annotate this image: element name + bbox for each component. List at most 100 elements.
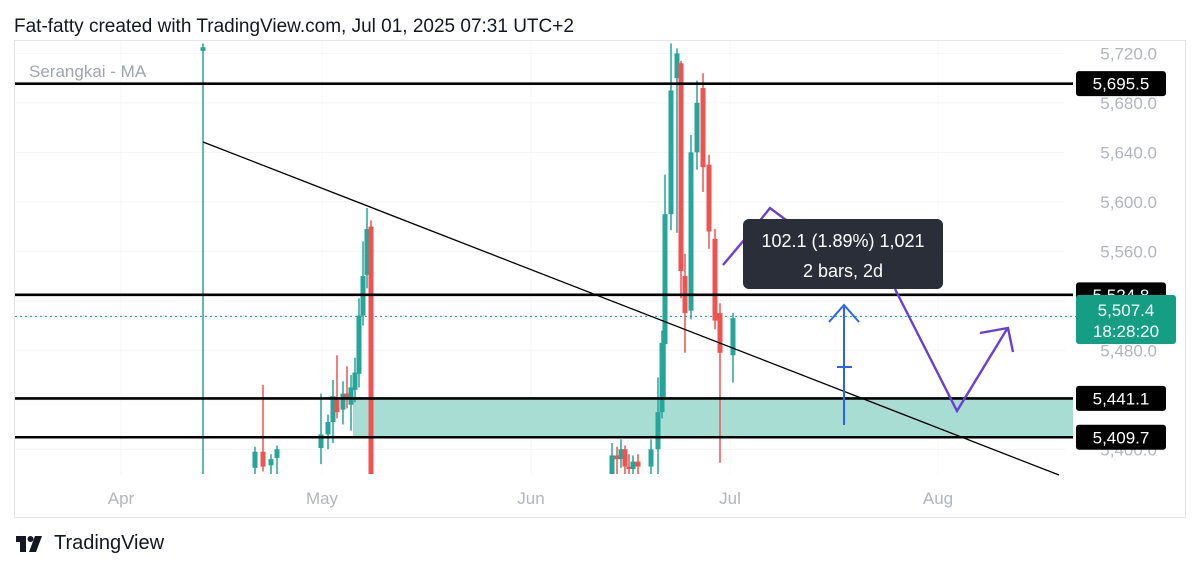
candle-body [655,412,661,450]
candle [662,174,668,400]
candle-body [325,422,331,435]
y-tick-label: 5,600.0 [1100,193,1157,212]
candle [659,330,665,419]
candle [630,455,636,474]
candle [340,381,346,425]
footer: TradingView [14,532,164,555]
candle [700,73,706,192]
candle [252,446,258,474]
candles [200,43,736,474]
candle-body [626,466,632,470]
candle-body [364,229,370,275]
candle [712,229,718,330]
chart-area[interactable]: 102.1 (1.89%) 1,021 2 bars, 2d Serangkai… [14,40,1186,518]
y-tick-label: 5,680.0 [1100,94,1157,113]
candle-body [609,455,615,474]
projection-arrowhead [979,326,1015,353]
candle-body [340,393,346,410]
candle [706,154,712,249]
candle-body [730,318,736,356]
candle-body [630,461,636,470]
candle [694,80,700,170]
y-tick-label: 5,560.0 [1100,242,1157,261]
candle-body [614,455,620,460]
candle [678,60,684,299]
candle [609,443,615,474]
candle [618,439,624,468]
candle-body [330,396,336,423]
candle-body [659,342,665,413]
chart-header: Fat-fatty created with TradingView.com, … [14,16,574,37]
current-price-badge: 5,507.4 18:28:20 [1076,295,1176,344]
candle-body [348,387,354,405]
demand-zone [353,398,1073,438]
candle-body [674,53,680,79]
y-tick-label: 5,480.0 [1100,341,1157,360]
candle-body [618,449,624,460]
candle [352,357,358,403]
x-axis[interactable]: Apr May Jun Jul Aug [108,489,953,508]
footer-brand: TradingView [54,532,165,554]
candle [614,446,620,474]
candle [655,377,661,474]
level-label-bg [1076,424,1166,450]
candle [200,43,206,474]
y-tick-label: 5,720.0 [1100,44,1157,63]
candle-body [717,313,723,353]
candle-body [200,47,206,51]
candle-body [622,449,628,467]
candle-body [688,152,694,311]
candle [274,445,280,474]
candle-body [694,102,700,153]
tradingview-logo-icon [16,535,42,552]
measure-tooltip-line1: 102.1 (1.89%) 1,021 [761,231,924,251]
candle [668,43,674,231]
level-label: 5,441.1 [1093,389,1150,408]
legend-label: Serangkai - MA [29,62,147,81]
x-tick-label: Jul [719,489,741,508]
measure-arrow-head [828,303,860,323]
x-tick-label: May [306,489,339,508]
candle-body [668,90,674,215]
measure-tooltip-line2: 2 bars, 2d [803,261,883,281]
candle [268,454,274,474]
candle-body [252,451,258,468]
measure-tooltip: 102.1 (1.89%) 1,021 2 bars, 2d [743,219,943,289]
candle-body [344,393,350,398]
candle [330,379,336,444]
candle-body [334,399,340,413]
candle [674,48,680,233]
level-label-bg [1076,71,1166,97]
x-tick-label: Apr [108,489,135,508]
candle-body [706,164,712,232]
candle [325,414,331,450]
projection-path-2[interactable] [893,288,1009,414]
trend-line[interactable] [202,141,1060,476]
candle-body [712,238,718,321]
candle [334,355,340,419]
candle-body [635,461,641,467]
candle-body [648,449,654,467]
candle-body [318,434,324,449]
candle [717,303,723,463]
candle [318,393,324,465]
y-tick-label: 5,640.0 [1100,143,1157,162]
candle [368,220,374,474]
candle-body [352,372,358,390]
candle-body [268,459,274,466]
candle-body [274,449,280,458]
candle [364,208,370,289]
x-tick-label: Jun [517,489,544,508]
candle [356,298,362,388]
candle-body [662,214,668,345]
candle-body [260,451,266,467]
candle [635,454,641,474]
candle [622,445,628,474]
candle [626,454,632,474]
candle-body [678,63,684,272]
level-label-bg [1076,385,1166,411]
candle-body [700,88,706,168]
countdown-timer: 18:28:20 [1093,322,1159,341]
current-price-label: 5,507.4 [1098,301,1155,320]
price-chart[interactable]: 102.1 (1.89%) 1,021 2 bars, 2d Serangkai… [15,41,1187,519]
